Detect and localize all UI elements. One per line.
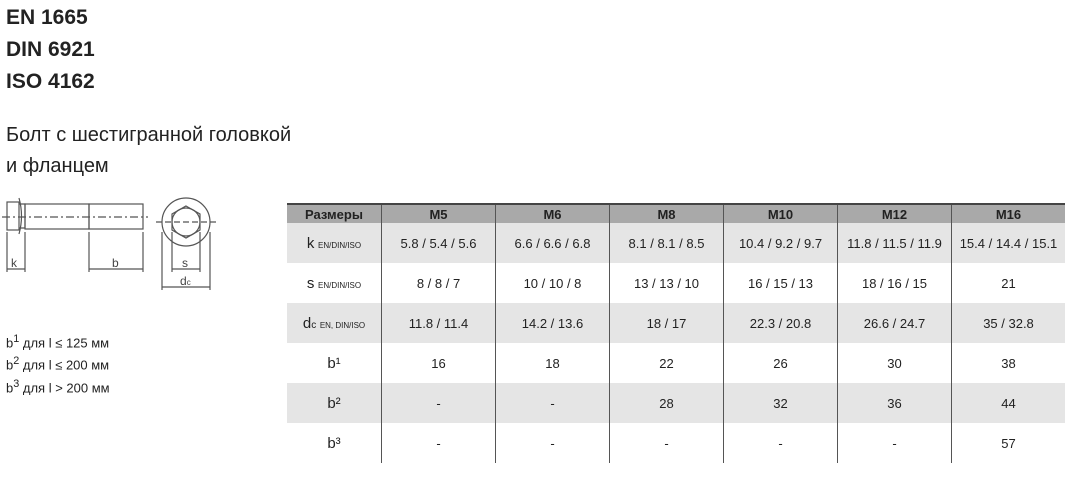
column-header: M12 xyxy=(837,203,952,223)
table-cell: 21 xyxy=(951,263,1065,303)
table-cell: 38 xyxy=(951,343,1065,383)
table-cell: 13 / 13 / 10 xyxy=(609,263,724,303)
table-cell: 10 / 10 / 8 xyxy=(495,263,610,303)
column-header: Размеры xyxy=(287,203,382,223)
table-cell: 18 xyxy=(495,343,610,383)
table-cell: 6.6 / 6.6 / 6.8 xyxy=(495,223,610,263)
table-cell: 36 xyxy=(837,383,952,423)
table-cell: - xyxy=(495,423,610,463)
note: b2 для l ≤ 200 мм xyxy=(6,355,110,373)
table-row: s EN/DIN/ISO 8 / 8 / 7 10 / 10 / 8 13 / 13 … xyxy=(287,263,1065,303)
table-cell: 22 xyxy=(609,343,724,383)
standard-en: EN 1665 xyxy=(6,6,88,29)
table-cell: 57 xyxy=(951,423,1065,463)
title-line: Болт с шестигранной головкой xyxy=(6,124,292,146)
table-cell: 32 xyxy=(723,383,838,423)
table-cell: 44 xyxy=(951,383,1065,423)
column-header: M8 xyxy=(609,203,724,223)
row-label: b² xyxy=(287,383,382,423)
row-label: b³ xyxy=(327,434,341,452)
title-line: и фланцем xyxy=(6,155,109,177)
table-cell: 16 xyxy=(381,343,496,383)
label-s: s xyxy=(182,256,188,270)
table-cell: 11.8 / 11.4 xyxy=(381,303,496,343)
table-row: b³ - - - - -57 xyxy=(287,423,1065,463)
note: b3 для l > 200 мм xyxy=(6,377,110,395)
note: b1 для l ≤ 125 мм xyxy=(6,333,110,351)
table-cell: 26.6 / 24.7 xyxy=(837,303,952,343)
table-row: b² - -28 32 36 44 xyxy=(287,383,1065,423)
column-header: M5 xyxy=(381,203,496,223)
column-header: M16 xyxy=(951,203,1065,223)
standard-din: DIN 6921 xyxy=(6,38,95,61)
table-cell: 30 xyxy=(837,343,952,383)
table-cell: 14.2 / 13.6 xyxy=(495,303,610,343)
table-cell: - xyxy=(495,383,610,423)
table-cell: 18 / 16 / 15 xyxy=(837,263,952,303)
column-header: M10 xyxy=(723,203,838,223)
table-row: dc EN, DIN/ISO 11.8 / 11.4 14.2 / 13.6 18 /… xyxy=(287,303,1065,343)
table-cell: - xyxy=(723,423,838,463)
table-row: k EN/DIN/ISO 5.8 / 5.4 / 5.6 6.6 / 6.6 / 6… xyxy=(287,223,1065,263)
row-label: k EN/DIN/ISO xyxy=(287,223,382,263)
table-cell: 10.4 / 9.2 / 9.7 xyxy=(723,223,838,263)
table-cell: 5.8 / 5.4 / 5.6 xyxy=(381,223,496,263)
table-cell: 8 / 8 / 7 xyxy=(381,263,496,303)
table-cell: 28 xyxy=(609,383,724,423)
row-label: b¹ xyxy=(327,354,341,372)
thread-length-notes: b1 для l ≤ 125 мм b2 для l ≤ 200 мм b3 д… xyxy=(6,330,110,397)
table-cell: 18 / 17 xyxy=(609,303,724,343)
table-cell: 11.8 / 11.5 / 11.9 xyxy=(837,223,952,263)
table-cell: - xyxy=(837,423,952,463)
row-label: dc EN, DIN/ISO xyxy=(287,303,382,343)
table-cell: - xyxy=(609,423,724,463)
table-cell: 26 xyxy=(723,343,838,383)
bolt-drawing: k b s dc xyxy=(2,197,216,290)
table-cell: 35 / 32.8 xyxy=(951,303,1065,343)
table-cell: 8.1 / 8.1 / 8.5 xyxy=(609,223,724,263)
table-row: b¹ 16 18 22 26 30 38 xyxy=(287,343,1065,383)
table-cell: - xyxy=(381,423,496,463)
table-cell: 22.3 / 20.8 xyxy=(723,303,838,343)
table-cell: 15.4 / 14.4 / 15.1 xyxy=(951,223,1065,263)
standard-iso: ISO 4162 xyxy=(6,70,95,93)
table-cell: 16 / 15 / 13 xyxy=(723,263,838,303)
label-dc: dc xyxy=(180,274,191,288)
dimensions-table: Размеры M5 M6 M8 M10 M12 M16 k EN/DIN/ISO 5.8 /… xyxy=(287,203,1065,463)
label-k: k xyxy=(11,256,18,270)
column-header: M6 xyxy=(495,203,610,223)
label-b: b xyxy=(112,256,119,270)
row-label: s EN/DIN/ISO xyxy=(306,274,362,292)
product-title: Болт с шестигранной головкой и фланцем xyxy=(6,120,291,182)
table-cell: - xyxy=(381,383,496,423)
